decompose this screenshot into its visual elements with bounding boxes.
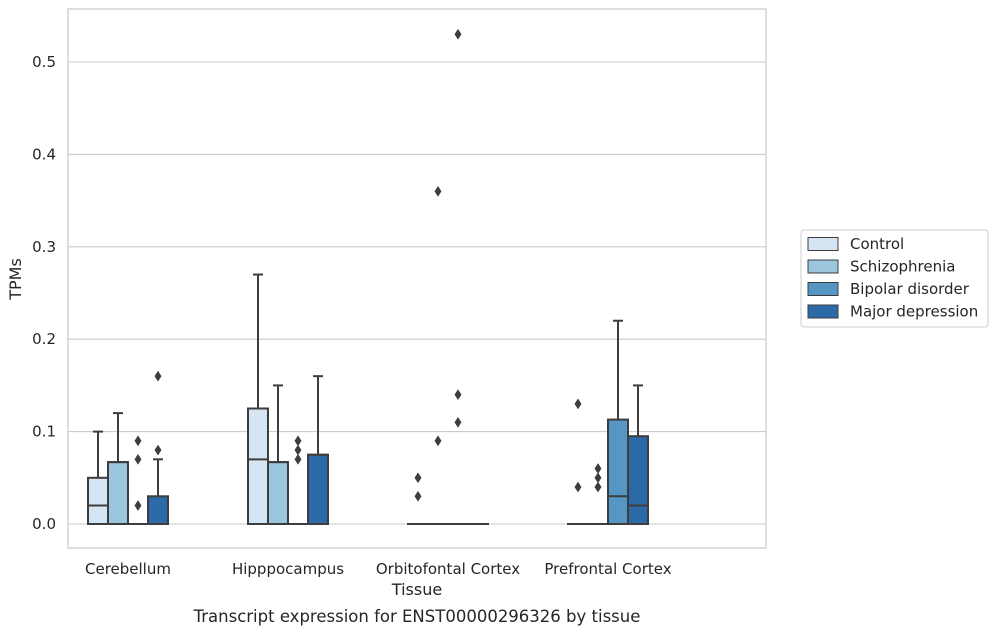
box-body: [87, 476, 109, 525]
box-0-0: [87, 430, 109, 525]
x-tick-label: Orbitofontal Cortex: [376, 560, 520, 578]
outlier-point: [594, 481, 602, 493]
box-0-3: [567, 398, 589, 526]
y-tick-label: 0.1: [32, 423, 56, 441]
outlier-point: [414, 490, 422, 502]
y-tick-label: 0.5: [32, 53, 56, 71]
box-body: [267, 461, 289, 526]
outlier-point: [154, 444, 162, 456]
outlier-point: [294, 444, 302, 456]
outlier-point: [454, 416, 462, 428]
outlier-point: [134, 500, 142, 511]
plot-frame: [67, 8, 767, 549]
outlier-point: [134, 435, 142, 447]
box-3-0: [147, 370, 169, 525]
outlier-point: [454, 28, 462, 40]
box-2-1: [287, 435, 309, 526]
outlier-point: [574, 481, 582, 493]
box-2-3: [607, 319, 629, 526]
y-tick-label: 0.2: [32, 330, 56, 348]
box-body: [627, 435, 649, 525]
box-1-2: [427, 185, 449, 526]
outlier-point: [594, 463, 602, 475]
y-ticks: 0.0 0.1 0.2 0.3 0.4 0.5: [32, 53, 56, 533]
outlier-point: [294, 435, 302, 447]
box-body: [607, 418, 629, 526]
boxes-layer: [87, 28, 649, 526]
x-tick-label: Prefrontal Cortex: [544, 560, 671, 578]
y-tick-label: 0.4: [32, 145, 56, 163]
box-body: [247, 407, 269, 525]
legend-swatch: [807, 237, 839, 251]
x-ticks: Cerebellum Hipppocampus Orbitofontal Corte…: [85, 560, 672, 578]
outlier-point: [454, 389, 462, 401]
box-body: [107, 461, 129, 526]
y-axis-title: TPMs: [6, 258, 25, 301]
box-1-0: [107, 412, 129, 526]
box-2-2: [447, 28, 469, 526]
box-3-1: [307, 375, 329, 526]
box-1-1: [267, 384, 289, 526]
legend: Control Schizophrenia Bipolar disorder Majo…: [800, 229, 989, 328]
outlier-point: [294, 453, 302, 465]
outlier-point: [134, 453, 142, 465]
box-1-3: [587, 463, 609, 526]
box-body: [307, 453, 329, 526]
outlier-point: [154, 370, 162, 382]
legend-swatch: [807, 259, 839, 274]
outlier-point: [434, 435, 442, 447]
x-tick-label: Hipppocampus: [232, 560, 344, 578]
y-tick-label: 0.3: [32, 238, 56, 256]
outlier-point: [594, 472, 602, 484]
outlier-point: [414, 472, 422, 484]
box-0-2: [407, 472, 429, 526]
legend-frame: [800, 229, 989, 328]
box-3-3: [627, 384, 649, 525]
chart-caption: Transcript expression for ENST0000029632…: [193, 607, 641, 626]
box-2-0: [127, 435, 149, 526]
x-axis-title: Tissue: [391, 580, 442, 599]
legend-swatch: [807, 282, 839, 296]
x-tick-label: Cerebellum: [85, 560, 171, 578]
y-tick-label: 0.0: [32, 515, 56, 533]
legend-label: Control: [850, 235, 904, 253]
outlier-point: [574, 398, 582, 410]
legend-label: Schizophrenia: [850, 258, 955, 276]
box-0-1: [247, 273, 269, 525]
gridlines: [68, 61, 766, 525]
legend-label: Major depression: [850, 303, 978, 321]
box-body: [147, 495, 169, 525]
outlier-point: [434, 185, 442, 197]
legend-swatch: [807, 304, 839, 319]
legend-label: Bipolar disorder: [850, 280, 970, 298]
